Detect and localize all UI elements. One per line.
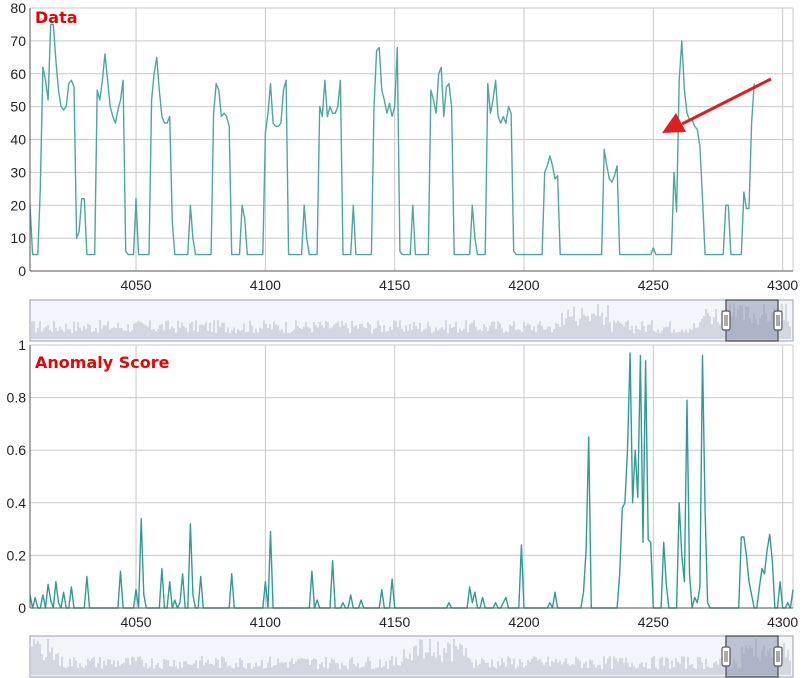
anomaly-chart-x-tick-labels: 4050 4100 4150 4200 4250 4300 xyxy=(120,614,798,630)
x-tick-label: 4300 xyxy=(767,614,798,630)
data-chart-y-tick-labels: 0 10 20 30 40 50 60 70 80 xyxy=(10,0,26,279)
y-tick-label: 0 xyxy=(18,600,26,616)
y-tick-label: 0.2 xyxy=(7,547,27,563)
x-tick-label: 4100 xyxy=(250,277,281,293)
x-tick-label: 4050 xyxy=(120,614,151,630)
navigator-right-handle[interactable] xyxy=(773,310,783,331)
y-tick-label: 0.6 xyxy=(7,442,27,458)
x-tick-label: 4050 xyxy=(120,277,151,293)
anomaly-score-chart: 00.20.40.60.81 4050 4100 4150 4200 4250 4300 … xyxy=(7,337,799,630)
x-tick-label: 4250 xyxy=(638,614,669,630)
data-chart-title: Data xyxy=(35,8,78,27)
navigator-selection-window[interactable] xyxy=(725,299,779,342)
x-tick-label: 4150 xyxy=(379,277,410,293)
data-series-line xyxy=(29,23,755,256)
y-tick-label: 40 xyxy=(10,132,26,148)
navigator-left-handle[interactable] xyxy=(721,646,731,667)
y-tick-label: 0 xyxy=(18,263,26,279)
x-tick-label: 4150 xyxy=(379,614,410,630)
anomaly-chart-grid xyxy=(30,344,794,609)
x-tick-label: 4300 xyxy=(767,277,798,293)
navigator-overview-spark xyxy=(31,638,791,675)
y-tick-label: 80 xyxy=(10,0,26,16)
annotation-arrow-shaft xyxy=(681,77,772,126)
annotation-arrow xyxy=(662,77,772,133)
x-tick-label: 4100 xyxy=(250,614,281,630)
anomaly-chart-y-tick-labels: 0 0.2 0.4 0.6 0.8 1 xyxy=(7,337,27,616)
y-tick-label: 30 xyxy=(10,164,26,180)
data-chart-navigator[interactable] xyxy=(29,299,794,342)
x-tick-label: 4200 xyxy=(508,277,539,293)
anomaly-score-series-line xyxy=(29,352,794,609)
y-tick-label: 0.4 xyxy=(7,495,27,511)
y-tick-label: 0.8 xyxy=(7,390,27,406)
data-chart-x-tick-labels: 4050 4100 4150 4200 4250 4300 xyxy=(120,277,798,293)
y-tick-label: 60 xyxy=(10,66,26,82)
y-tick-label: 50 xyxy=(10,99,26,115)
x-tick-label: 4200 xyxy=(508,614,539,630)
y-tick-label: 1 xyxy=(18,337,26,353)
annotation-arrow-head xyxy=(662,113,686,133)
y-tick-label: 70 xyxy=(10,33,26,49)
navigator-left-handle[interactable] xyxy=(721,310,731,331)
navigator-right-handle[interactable] xyxy=(773,646,783,667)
anomaly-chart-navigator[interactable] xyxy=(29,635,794,678)
data-chart-grid xyxy=(30,7,794,272)
anomaly-chart-title: Anomaly Score xyxy=(35,353,170,372)
x-tick-label: 4250 xyxy=(638,277,669,293)
y-tick-label: 10 xyxy=(10,230,26,246)
navigator-selection-window[interactable] xyxy=(725,635,779,678)
y-tick-label: 20 xyxy=(10,197,26,213)
